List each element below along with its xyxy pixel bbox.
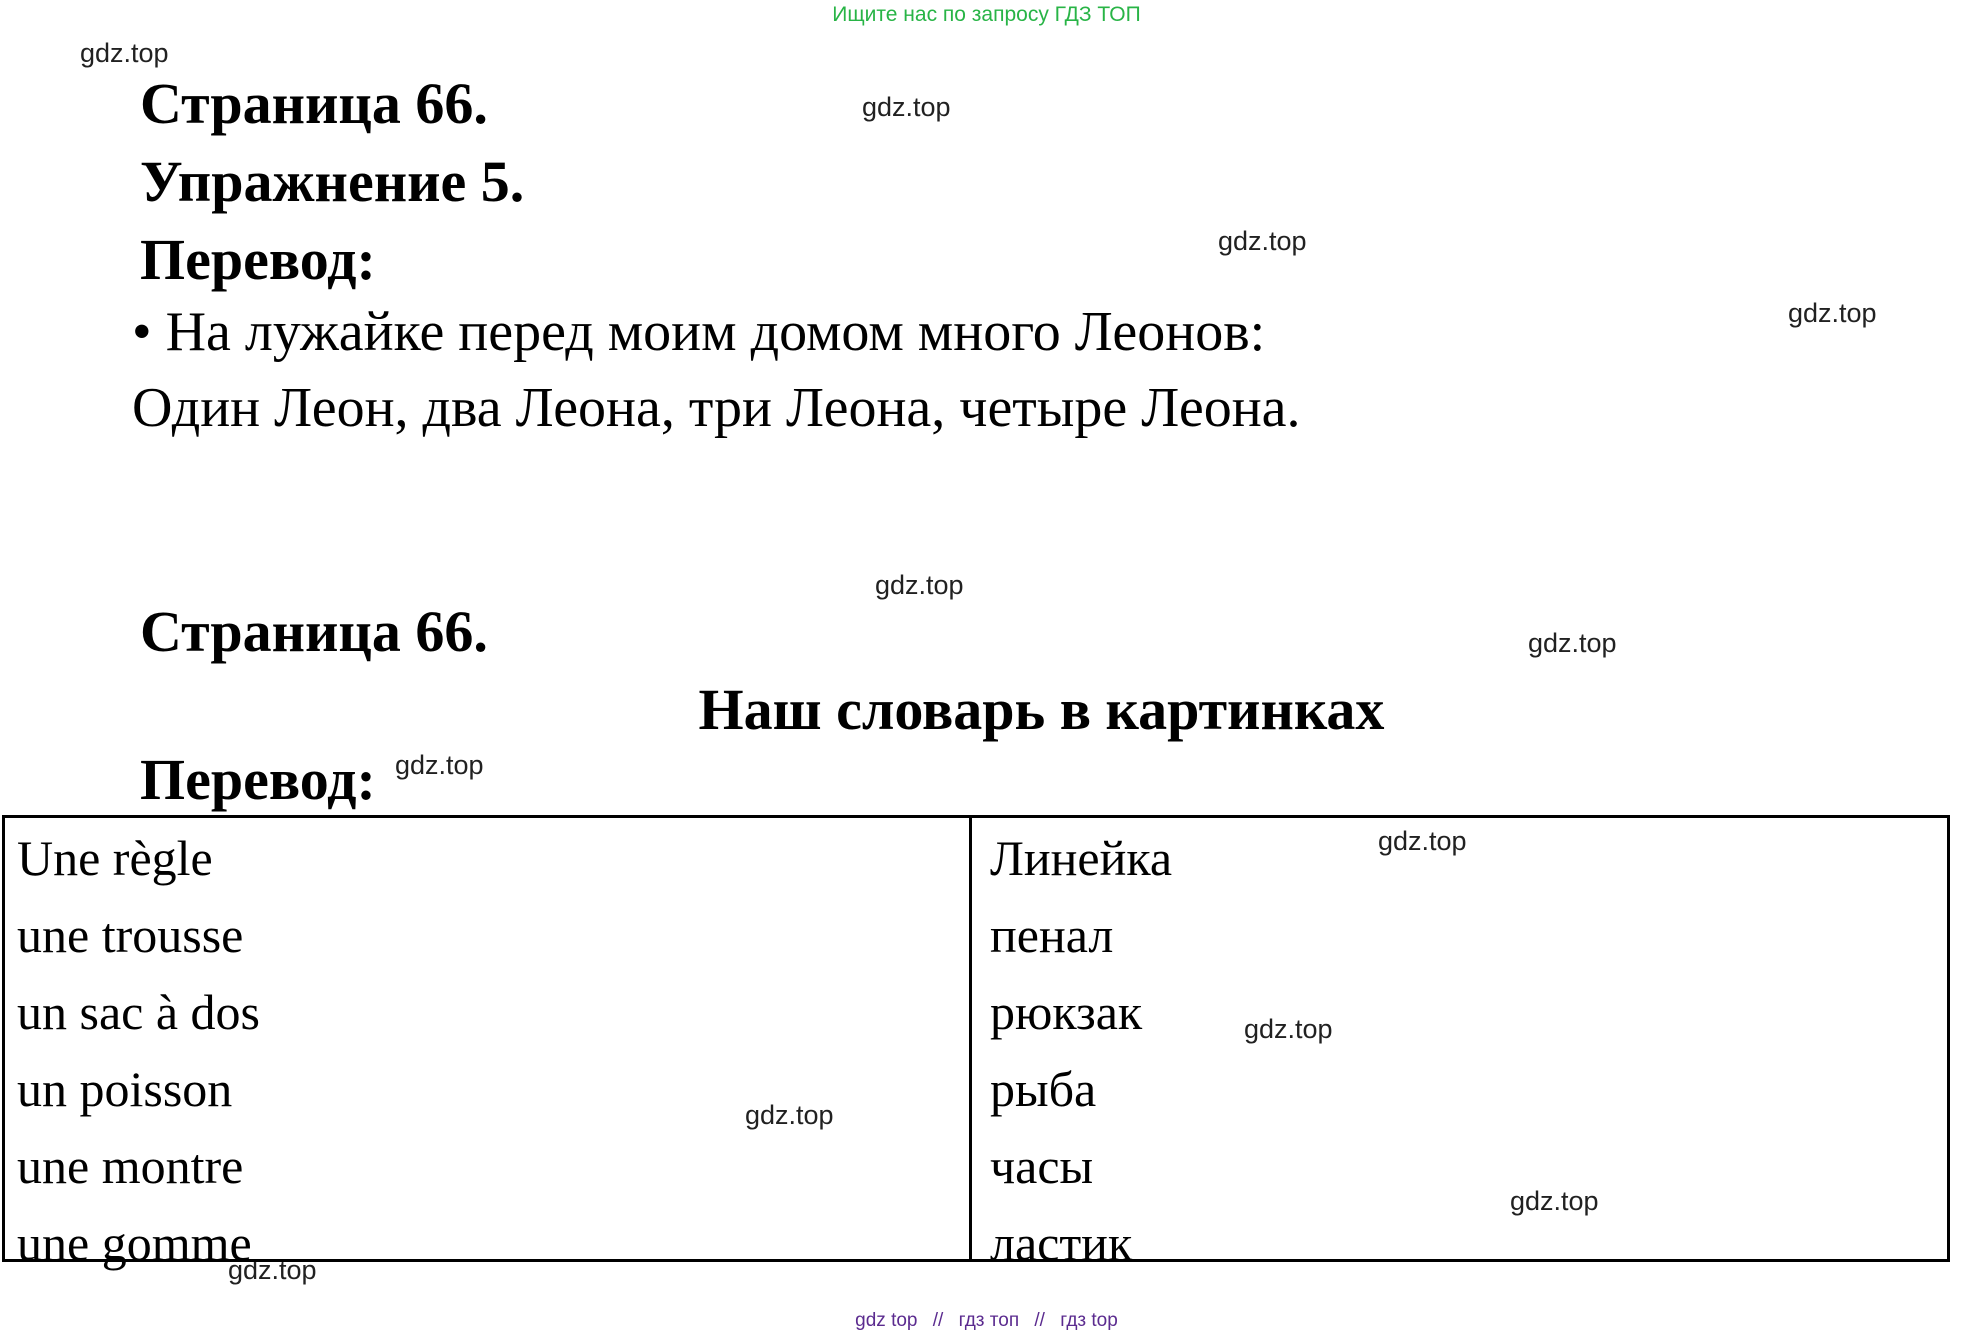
translation-line: Один Леон, два Леона, три Леона, четыре … — [132, 377, 1301, 439]
search-hint-banner: Ищите нас по запросу ГДЗ ТОП — [832, 3, 1141, 26]
page-heading-2: Страница 66. — [140, 599, 488, 664]
vocab-title: Наш словарь в картинках — [698, 677, 1385, 742]
gdz-watermark: gdz.top — [1528, 628, 1617, 658]
footer-separator: // — [1034, 1310, 1045, 1331]
vocab-cell-fr: une gomme — [17, 1215, 252, 1271]
gdz-watermark: gdz.top — [1378, 826, 1467, 856]
gdz-watermark: gdz.top — [1788, 298, 1877, 328]
exercise-heading: Упражнение 5. — [140, 149, 525, 214]
footer-links: gdz top // гдз топ // гдз top — [0, 1310, 1973, 1332]
gdz-watermark: gdz.top — [1218, 226, 1307, 256]
gdz-watermark: gdz.top — [395, 750, 484, 780]
gdz-watermark: gdz.top — [745, 1100, 834, 1130]
gdz-watermark: gdz.top — [1510, 1186, 1599, 1216]
page-heading-1: Страница 66. — [140, 71, 488, 136]
vocab-cell-fr: une montre — [17, 1138, 244, 1194]
footer-link-gdz-top-ru[interactable]: гдз топ — [958, 1310, 1020, 1331]
translation-label-2: Перевод: — [140, 747, 376, 812]
gdz-watermark: gdz.top — [862, 92, 951, 122]
vocab-column-russian: Линейка пенал рюкзак рыба часы ластик — [969, 818, 1947, 1271]
vocab-cell-ru: ластик — [990, 1215, 1133, 1271]
vocab-cell-ru: часы — [990, 1138, 1094, 1194]
gdz-watermark: gdz.top — [875, 570, 964, 600]
vocab-cell-fr: Une règle — [17, 830, 213, 886]
vocab-table: Une règle une trousse un sac à dos un po… — [2, 815, 1950, 1271]
gdz-watermark: gdz.top — [1244, 1014, 1333, 1044]
vocab-column-french: Une règle une trousse un sac à dos un po… — [5, 818, 969, 1271]
vocab-cell-ru: Линейка — [990, 830, 1173, 886]
vocab-cell-ru: рыба — [990, 1061, 1097, 1117]
vocab-cell-ru: пенал — [990, 907, 1114, 963]
gdz-watermark: gdz.top — [80, 38, 169, 68]
vocab-cell-fr: un sac à dos — [17, 984, 260, 1040]
footer-separator: // — [932, 1310, 944, 1331]
footer-link-gdz-top-2[interactable]: гдз top — [1060, 1310, 1118, 1331]
translation-line: • На лужайке перед моим домом много Леон… — [132, 301, 1266, 363]
vocab-cell-fr: un poisson — [17, 1061, 233, 1117]
vocab-cell-fr: une trousse — [17, 907, 244, 963]
vocab-cell-ru: рюкзак — [990, 984, 1143, 1040]
footer-link-gdz-top[interactable]: gdz top — [855, 1310, 918, 1331]
translation-label-1: Перевод: — [140, 227, 376, 292]
